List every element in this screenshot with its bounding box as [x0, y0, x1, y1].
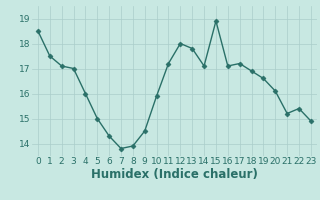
X-axis label: Humidex (Indice chaleur): Humidex (Indice chaleur): [91, 168, 258, 181]
